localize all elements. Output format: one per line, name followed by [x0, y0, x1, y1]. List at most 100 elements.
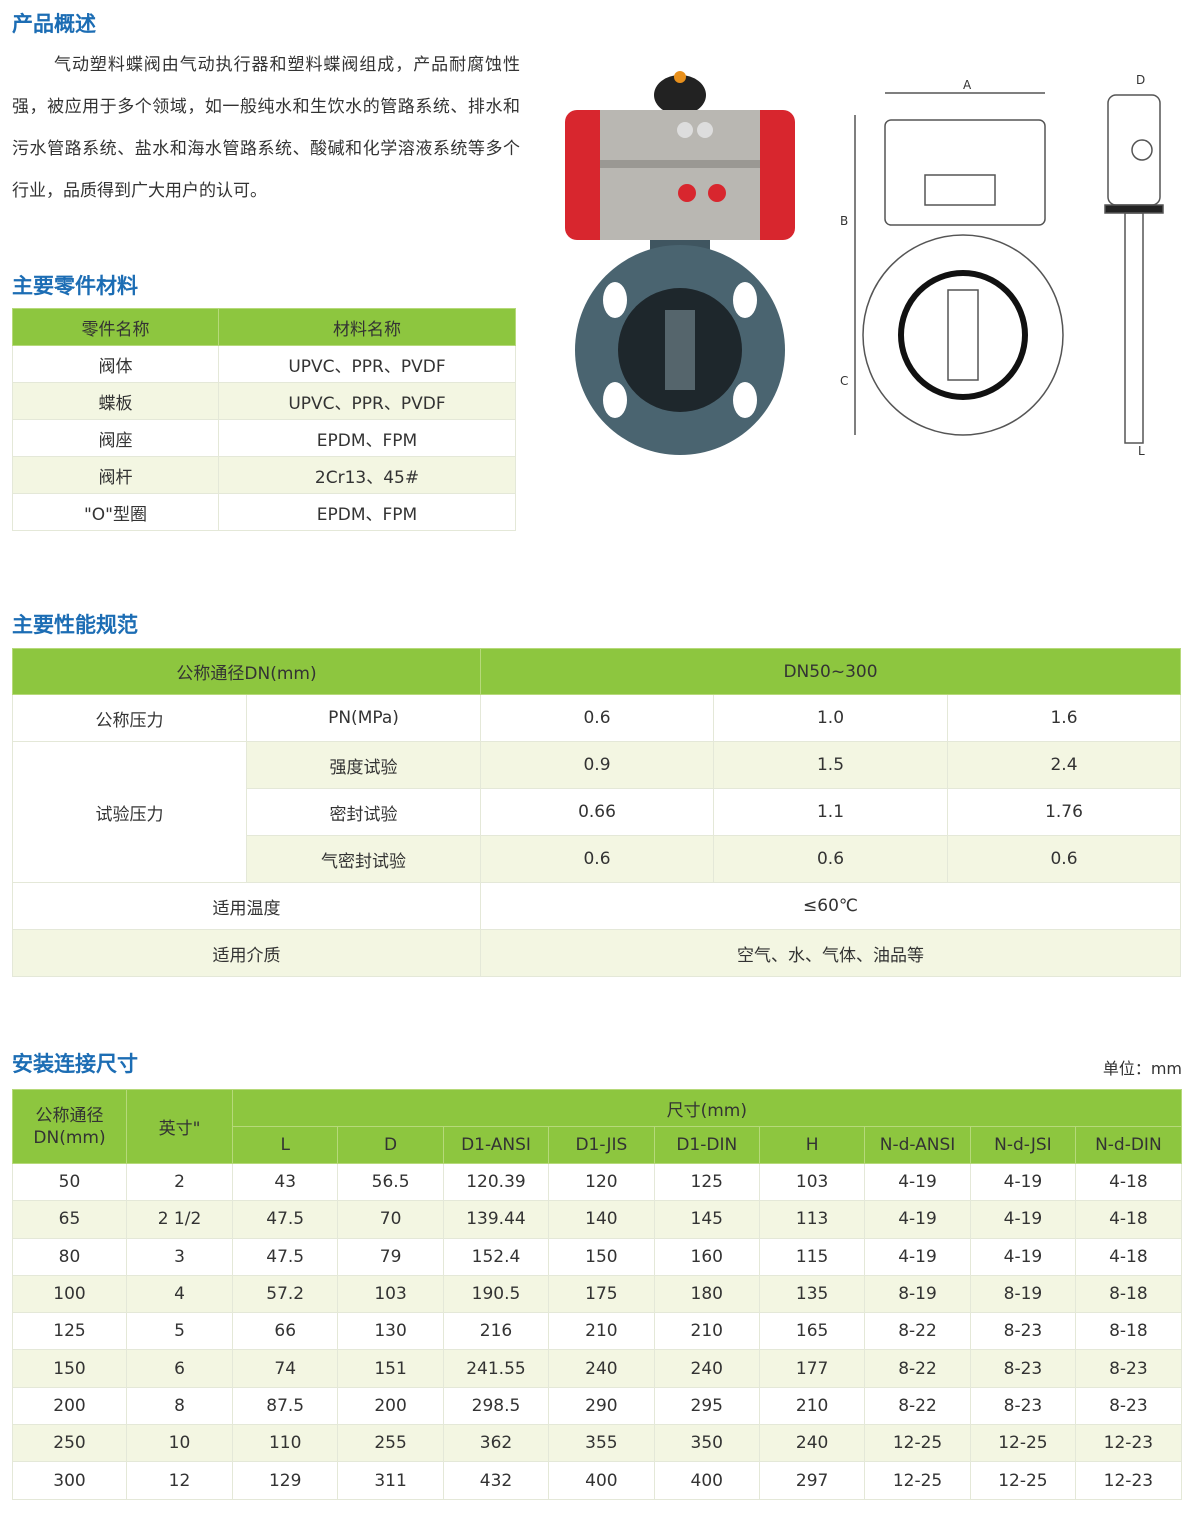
cell: 密封试验 [245, 788, 482, 836]
cell: 74 [231, 1349, 339, 1388]
materials-table: 零件名称 材料名称 阀体 UPVC、PPR、PVDF 蝶板 UPVC、PPR、PVDF… [12, 308, 516, 531]
cell: 0.6 [713, 835, 949, 883]
cell: 240 [758, 1424, 866, 1463]
table-row: 50 2 43 56.5 120.39 120 125 103 4-19 4-19 4-18 [12, 1162, 1182, 1202]
cell: 355 [548, 1424, 655, 1463]
cell: 12 [126, 1461, 233, 1500]
cell: EPDM、FPM [218, 419, 516, 457]
cell: 12-25 [864, 1461, 971, 1500]
cell: 350 [653, 1424, 760, 1463]
cell: 255 [337, 1424, 444, 1463]
table-row: "O"型圈 EPDM、FPM [12, 493, 516, 531]
dimensions-title: 安装连接尺寸 [12, 1052, 138, 1076]
cell: 290 [548, 1386, 655, 1426]
cell: 180 [653, 1274, 760, 1314]
table-row: 150 6 74 151 241.55 240 240 177 8-22 8-23 8-23 [12, 1349, 1182, 1388]
cell: 241.55 [442, 1349, 550, 1388]
cell: 216 [442, 1312, 550, 1351]
cell: 145 [653, 1200, 760, 1239]
cell: 6 [126, 1349, 233, 1388]
cell: 65 [12, 1200, 127, 1239]
cell: 210 [653, 1312, 760, 1351]
cell: 210 [548, 1312, 655, 1351]
cell: 8-23 [969, 1349, 1077, 1388]
cell: 113 [758, 1200, 866, 1239]
cell: 43 [231, 1162, 339, 1202]
dim-label-c: C [840, 374, 848, 388]
header-inch: 英寸" [126, 1089, 233, 1164]
cell: 400 [548, 1461, 655, 1500]
cell: 152.4 [442, 1237, 550, 1276]
cell: 150 [12, 1349, 127, 1388]
table-row: 100 4 57.2 103 190.5 175 180 135 8-19 8-19 8-18 [12, 1274, 1182, 1314]
cell: 140 [548, 1200, 655, 1239]
cell: 阀体 [12, 345, 219, 383]
cell: 200 [337, 1386, 444, 1426]
table-row: 阀体 UPVC、PPR、PVDF [12, 345, 516, 383]
cell: 177 [758, 1349, 866, 1388]
table-row: 125 5 66 130 216 210 210 165 8-22 8-23 8-18 [12, 1312, 1182, 1351]
dn-label: 公称通径DN(mm) [11, 648, 482, 695]
cell: 0.6 [480, 835, 715, 883]
table-row: 200 8 87.5 200 298.5 290 295 210 8-22 8-23 8-23 [12, 1386, 1182, 1426]
cell: 4-19 [969, 1162, 1077, 1202]
cell: 4-19 [864, 1162, 971, 1202]
pn-label: PN(MPa) [245, 694, 482, 742]
table-row: 阀座 EPDM、FPM [12, 419, 516, 457]
header-size: 尺寸(mm) [232, 1089, 1182, 1127]
cell: 8-23 [1075, 1349, 1182, 1388]
cell: 4-19 [969, 1237, 1077, 1276]
cell: 432 [442, 1461, 550, 1500]
cell: 0.6 [480, 694, 715, 742]
overview-title: 产品概述 [12, 12, 96, 36]
cell: 56.5 [337, 1162, 444, 1202]
overview-text: 气动塑料蝶阀由气动执行器和塑料蝶阀组成，产品耐腐蚀性强，被应用于多个领域，如一般… [12, 55, 520, 201]
cell: 3 [126, 1237, 233, 1276]
nominal-label: 公称压力 [12, 694, 247, 742]
cell: 1.1 [713, 788, 949, 836]
table-row: 300 12 129 311 432 400 400 297 12-25 12-25 12-23 [12, 1461, 1182, 1500]
header-col: N-d-ANSI [864, 1126, 971, 1164]
cell: 120.39 [442, 1162, 550, 1202]
cell: 135 [758, 1274, 866, 1314]
dn-value: DN50~300 [480, 648, 1181, 695]
cell: 103 [758, 1162, 866, 1202]
cell: 120 [548, 1162, 655, 1202]
cell: 47.5 [231, 1237, 339, 1276]
cell: 79 [337, 1237, 444, 1276]
cell: "O"型圈 [12, 493, 219, 531]
header-dn: 公称通径DN(mm) [12, 1089, 127, 1164]
cell: 4-18 [1075, 1200, 1182, 1239]
cell: 8-22 [864, 1386, 971, 1426]
cell: 2 [126, 1162, 233, 1202]
cell: 12-25 [969, 1424, 1077, 1463]
cell: 298.5 [442, 1386, 550, 1426]
temp-value: ≤60℃ [480, 882, 1181, 930]
header-col: L [231, 1126, 339, 1164]
cell: 130 [337, 1312, 444, 1351]
technical-drawing-front: A B C [840, 78, 1064, 436]
cell: 4-18 [1075, 1162, 1182, 1202]
table-row: 蝶板 UPVC、PPR、PVDF [12, 382, 516, 420]
cell: 2 1/2 [126, 1200, 233, 1239]
header-col: D1-ANSI [442, 1126, 550, 1164]
cell: 气密封试验 [245, 835, 482, 883]
cell: 297 [758, 1461, 866, 1500]
table-row: 65 2 1/2 47.5 70 139.44 140 145 113 4-19 4-19 4-18 [12, 1200, 1182, 1239]
cell: 8-23 [1075, 1386, 1182, 1426]
cell: 200 [12, 1386, 127, 1426]
header-col: H [758, 1126, 866, 1164]
cell: 8-18 [1075, 1312, 1182, 1351]
cell: 210 [758, 1386, 866, 1426]
cell: 80 [12, 1237, 127, 1276]
cell: 8-19 [864, 1274, 971, 1314]
cell: 100 [12, 1274, 127, 1314]
cell: 4-19 [864, 1237, 971, 1276]
cell: 66 [231, 1312, 339, 1351]
cell: 400 [653, 1461, 760, 1500]
cell: 115 [758, 1237, 866, 1276]
cell: 165 [758, 1312, 866, 1351]
cell: 47.5 [231, 1200, 339, 1239]
cell: UPVC、PPR、PVDF [218, 382, 516, 420]
cell: 蝶板 [12, 382, 219, 420]
